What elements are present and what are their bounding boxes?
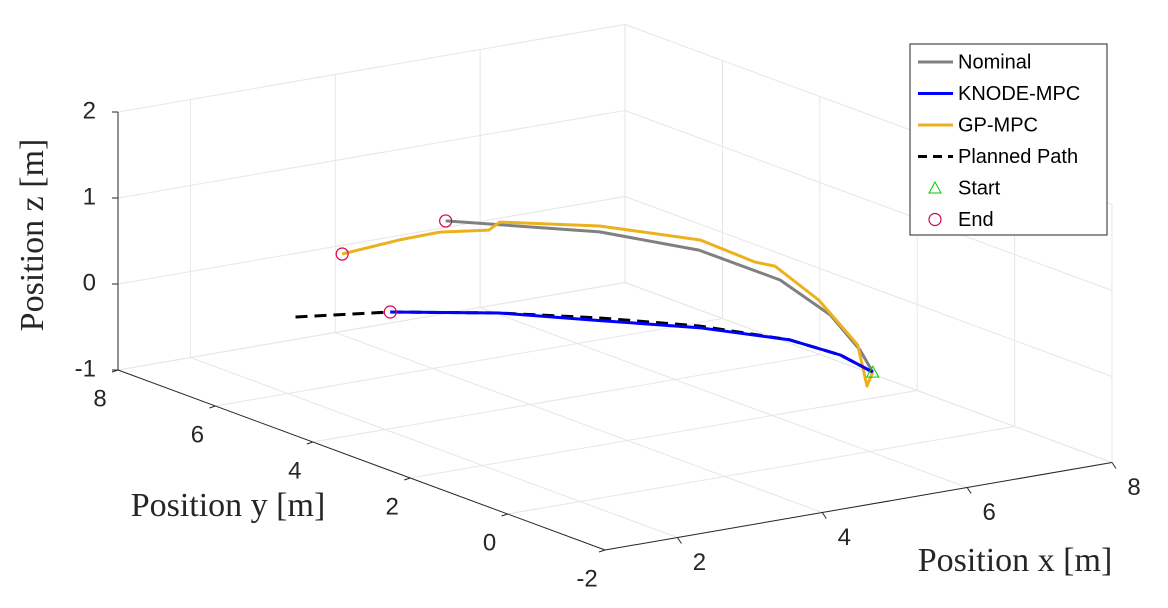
end-marker xyxy=(439,214,453,228)
z-tick-label: 2 xyxy=(83,97,96,124)
grid-line xyxy=(624,110,1113,291)
x-tick-label: 8 xyxy=(1127,474,1140,501)
x-tick xyxy=(677,537,682,544)
x-axis xyxy=(604,462,1113,551)
y-tick-label: 8 xyxy=(93,385,106,412)
grid-line xyxy=(479,307,968,488)
y-tick xyxy=(598,549,606,553)
z-tick-label: -1 xyxy=(75,355,96,382)
grid-line xyxy=(117,110,626,199)
grid-line xyxy=(117,282,626,371)
trajectory xyxy=(445,219,875,373)
trajectory xyxy=(341,220,875,388)
legend-label: KNODE-MPC xyxy=(958,83,1080,105)
grid-line xyxy=(335,332,823,513)
y-axis-label: Position y [m] xyxy=(131,487,326,524)
x-tick xyxy=(821,512,827,519)
grid-line xyxy=(312,354,820,443)
grid-line xyxy=(190,357,678,538)
y-tick-label: 2 xyxy=(386,493,399,520)
x-axis-label: Position x [m] xyxy=(918,542,1113,579)
y-axis xyxy=(117,369,606,551)
y-tick-label: 4 xyxy=(288,457,301,484)
legend-label: Planned Path xyxy=(958,146,1078,168)
end-marker xyxy=(383,305,397,319)
grid-line xyxy=(410,390,918,479)
y-tick xyxy=(306,441,313,445)
grid-line xyxy=(117,24,626,113)
legend-marker xyxy=(928,180,942,194)
end-marker xyxy=(335,247,349,261)
x-tick-label: 2 xyxy=(693,549,706,576)
legend-box xyxy=(909,43,1108,236)
y-tick xyxy=(501,513,508,517)
y-tick-label: 0 xyxy=(483,529,496,556)
x-tick xyxy=(966,487,972,494)
legend-label: End xyxy=(958,209,994,231)
legend-marker xyxy=(928,212,942,227)
grid-line xyxy=(624,196,1113,377)
grid-line xyxy=(624,282,1113,463)
grid-line xyxy=(117,196,626,285)
grid-line xyxy=(507,426,1015,515)
start-marker xyxy=(865,365,880,378)
grid-line xyxy=(215,318,723,407)
legend-label: Start xyxy=(958,177,1001,199)
x-tick-label: 6 xyxy=(982,499,995,526)
legend-label: GP-MPC xyxy=(958,114,1038,136)
z-tick-label: 1 xyxy=(83,183,96,210)
y-tick-label: 6 xyxy=(191,421,204,448)
x-tick-label: 4 xyxy=(838,524,851,551)
y-tick-label: -2 xyxy=(576,565,597,592)
legend-label: Nominal xyxy=(958,51,1031,73)
z-tick-label: 0 xyxy=(83,269,96,296)
y-tick xyxy=(404,477,411,481)
y-tick xyxy=(209,405,216,409)
trajectory xyxy=(390,310,874,374)
z-axis-label: Position z [m] xyxy=(14,139,51,332)
x-tick xyxy=(1111,462,1117,469)
